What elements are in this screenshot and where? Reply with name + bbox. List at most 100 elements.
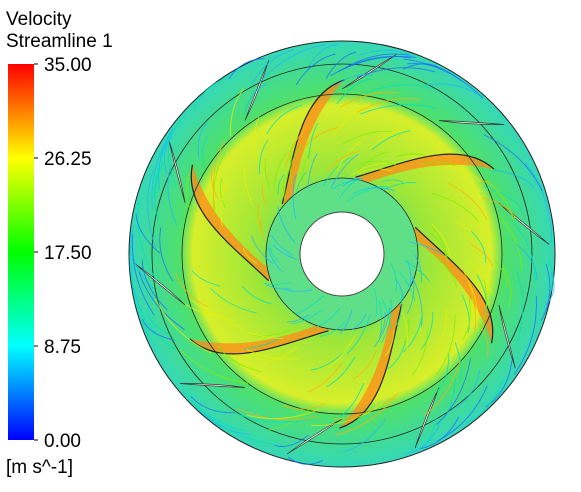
streak: [540, 263, 551, 322]
streak: [243, 83, 267, 115]
streak: [395, 153, 426, 158]
streak: [131, 258, 156, 347]
streak: [502, 267, 512, 308]
streak: [421, 311, 434, 350]
blade-edge: [189, 330, 329, 355]
blade: [281, 79, 345, 206]
streak: [461, 294, 470, 334]
colorbar-tick-label: 8.75: [44, 337, 81, 358]
streak: [295, 53, 336, 86]
streak: [447, 182, 488, 220]
streak: [182, 390, 246, 432]
streak: [274, 434, 309, 447]
streak: [135, 213, 161, 254]
streak: [351, 313, 367, 330]
streak: [154, 298, 212, 354]
streak: [235, 412, 316, 423]
colorbar-tick-label: 35.00: [44, 55, 92, 76]
streak: [374, 307, 391, 347]
streak: [322, 157, 351, 187]
streak: [436, 314, 456, 376]
streak: [353, 350, 377, 380]
streak: [336, 78, 372, 105]
streak: [430, 224, 448, 261]
streak: [356, 98, 420, 113]
streak: [420, 416, 460, 450]
streak: [402, 315, 423, 353]
blade-wake: [189, 322, 329, 354]
streak: [333, 392, 399, 420]
streak: [437, 377, 456, 426]
streak: [220, 180, 230, 227]
streak: [277, 206, 296, 244]
streak: [251, 49, 294, 85]
streak: [432, 192, 479, 222]
streak: [462, 297, 471, 341]
streak: [269, 243, 280, 264]
streak: [212, 140, 225, 210]
streak: [219, 177, 226, 208]
streak: [286, 314, 310, 323]
streak: [483, 186, 523, 211]
streak: [246, 348, 299, 360]
streak: [243, 162, 254, 206]
streak: [259, 217, 266, 241]
streak: [273, 153, 287, 191]
streak: [228, 58, 265, 80]
streak: [147, 169, 157, 249]
streak: [137, 301, 178, 351]
streak: [360, 104, 437, 115]
streak: [175, 273, 209, 308]
streak: [332, 179, 363, 189]
streak: [406, 278, 415, 314]
streak: [525, 162, 553, 244]
streak: [283, 403, 326, 410]
streak: [330, 153, 359, 188]
streak: [202, 134, 210, 169]
streak: [398, 271, 416, 302]
streak: [422, 161, 456, 167]
streak: [185, 171, 192, 212]
streak: [265, 284, 291, 290]
streak: [138, 271, 185, 330]
streak: [486, 180, 515, 225]
streak: [454, 342, 462, 383]
streak: [163, 136, 173, 174]
streak: [333, 103, 370, 136]
streak: [244, 336, 282, 350]
blade-wake: [409, 227, 493, 344]
blade-edge: [355, 153, 495, 178]
streak: [242, 285, 272, 305]
legend-subtitle: Streamline 1: [6, 31, 113, 52]
streak: [282, 175, 286, 201]
streak: [190, 395, 235, 414]
streak: [403, 58, 484, 99]
streak: [455, 369, 481, 409]
streak: [371, 130, 411, 151]
streak: [381, 299, 392, 344]
streak: [347, 190, 370, 202]
streak: [340, 91, 399, 108]
streak: [387, 340, 407, 370]
streak: [516, 244, 538, 280]
streak: [382, 179, 404, 183]
streak: [513, 295, 537, 375]
blade: [339, 302, 403, 429]
streak: [466, 260, 493, 294]
streak: [307, 152, 318, 189]
streak: [546, 260, 554, 299]
diffuser-vane: [498, 304, 516, 369]
diffuser-ring: [151, 63, 533, 445]
diffuser-vane: [134, 263, 186, 306]
streak: [325, 51, 357, 79]
streak: [339, 383, 365, 418]
streak: [254, 328, 291, 337]
streak: [284, 288, 313, 292]
streak: [364, 84, 435, 95]
streak: [295, 295, 325, 315]
streak: [483, 134, 543, 191]
streak: [433, 253, 458, 288]
streak: [225, 319, 284, 340]
streak: [188, 296, 236, 322]
